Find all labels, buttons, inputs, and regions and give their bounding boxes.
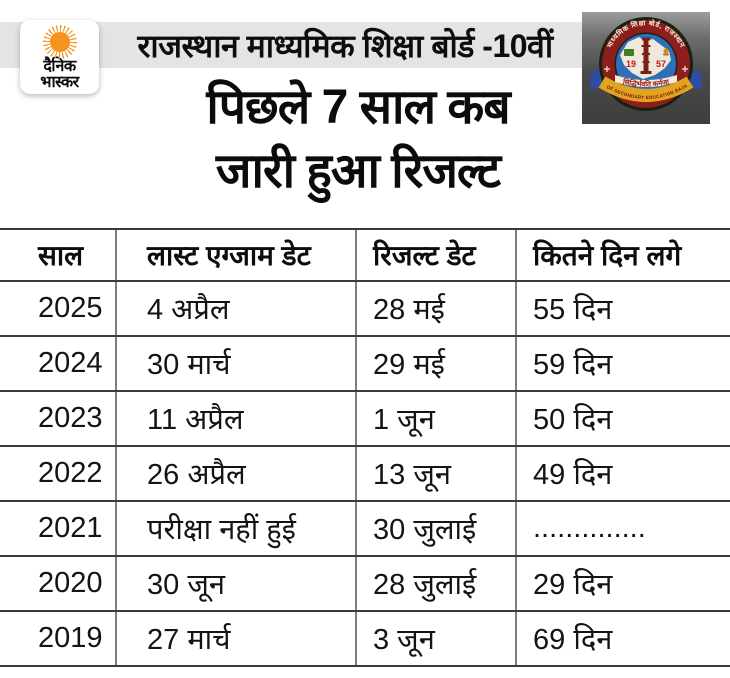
page-title-line2: जारी हुआ रिजल्ट	[215, 145, 501, 198]
table-header-row: साल लास्ट एग्जाम डेट रिजल्ट डेट कितने दि…	[0, 230, 730, 282]
exam-cell: 30 जून	[115, 557, 355, 610]
results-table: साल लास्ट एग्जाम डेट रिजल्ट डेट कितने दि…	[0, 228, 730, 667]
table-row-2020: 2020 30 जून 28 जुलाई 29 दिन	[0, 557, 730, 612]
year-cell: 2019	[38, 622, 103, 654]
column-header-exam: लास्ट एग्जाम डेट	[115, 230, 355, 280]
green-emblem	[624, 49, 634, 56]
days-cell: 29 दिन	[515, 557, 730, 610]
exam-cell: 11 अप्रैल	[115, 392, 355, 445]
result-cell: 29 मई	[355, 337, 515, 390]
result-cell: 30 जुलाई	[355, 502, 515, 555]
lamp-icon	[663, 48, 669, 56]
logo-text-line2: भास्कर	[40, 74, 79, 91]
result-cell: 28 मई	[355, 282, 515, 335]
emblem-year-19: 19	[626, 59, 636, 69]
dainik-bhaskar-logo: दैनिक भास्कर	[20, 20, 99, 94]
swastika-mark-left	[604, 66, 610, 72]
year-cell: 2025	[38, 292, 103, 324]
table-row-2025: 2025 4 अप्रैल 28 मई 55 दिन	[0, 282, 730, 337]
year-cell: 2020	[38, 567, 103, 599]
yellow-band	[598, 76, 694, 102]
page-title: पिछले 7 साल कब जारी हुआ रिजल्ट	[0, 76, 716, 204]
result-cell: 28 जुलाई	[355, 557, 515, 610]
year-cell: 2023	[38, 402, 103, 434]
year-cell: 2021	[38, 512, 103, 544]
year-cell: 2024	[38, 347, 103, 379]
days-cell: 55 दिन	[515, 282, 730, 335]
sunburst-icon	[42, 25, 77, 59]
swastika-mark-right	[682, 66, 688, 72]
result-cell: 1 जून	[355, 392, 515, 445]
column-header-days: कितने दिन लगे	[515, 230, 730, 280]
vijay-stambh-tower	[640, 37, 652, 74]
days-cell: 50 दिन	[515, 392, 730, 445]
logo-text-line1: दैनिक	[43, 58, 76, 75]
exam-cell: 26 अप्रैल	[115, 447, 355, 500]
page-title-line1: पिछले 7 साल कब	[206, 81, 510, 134]
board-subtitle: राजस्थान माध्यमिक शिक्षा बोर्ड -10वीं	[137, 27, 553, 64]
rbse-board-emblem: 19 57 माध्यमिक शिक्षा बोर्ड, राजस्थान BO…	[582, 12, 710, 124]
column-header-result: रिजल्ट डेट	[355, 230, 515, 280]
table-row-2022: 2022 26 अप्रैल 13 जून 49 दिन	[0, 447, 730, 502]
exam-cell: परीक्षा नहीं हुई	[115, 502, 355, 555]
table-row-2021: 2021 परीक्षा नहीं हुई 30 जुलाई .........…	[0, 502, 730, 557]
table-row-2019: 2019 27 मार्च 3 जून 69 दिन	[0, 612, 730, 667]
year-cell: 2022	[38, 457, 103, 489]
exam-cell: 27 मार्च	[115, 612, 355, 665]
emblem-year-57: 57	[656, 59, 666, 69]
days-cell: 59 दिन	[515, 337, 730, 390]
exam-cell: 4 अप्रैल	[115, 282, 355, 335]
table-row-2023: 2023 11 अप्रैल 1 जून 50 दिन	[0, 392, 730, 447]
days-cell: ..............	[515, 502, 730, 555]
exam-cell: 30 मार्च	[115, 337, 355, 390]
days-cell: 49 दिन	[515, 447, 730, 500]
motto-banner	[615, 75, 677, 87]
svg-text:सिद्धिर्भवति कर्मजा: सिद्धिर्भवति कर्मजा	[621, 77, 671, 89]
days-cell: 69 दिन	[515, 612, 730, 665]
table-row-2024: 2024 30 मार्च 29 मई 59 दिन	[0, 337, 730, 392]
column-header-year: साल	[38, 240, 84, 271]
result-cell: 13 जून	[355, 447, 515, 500]
motto-text: सिद्धिर्भवति कर्मजा	[621, 77, 671, 89]
result-cell: 3 जून	[355, 612, 515, 665]
